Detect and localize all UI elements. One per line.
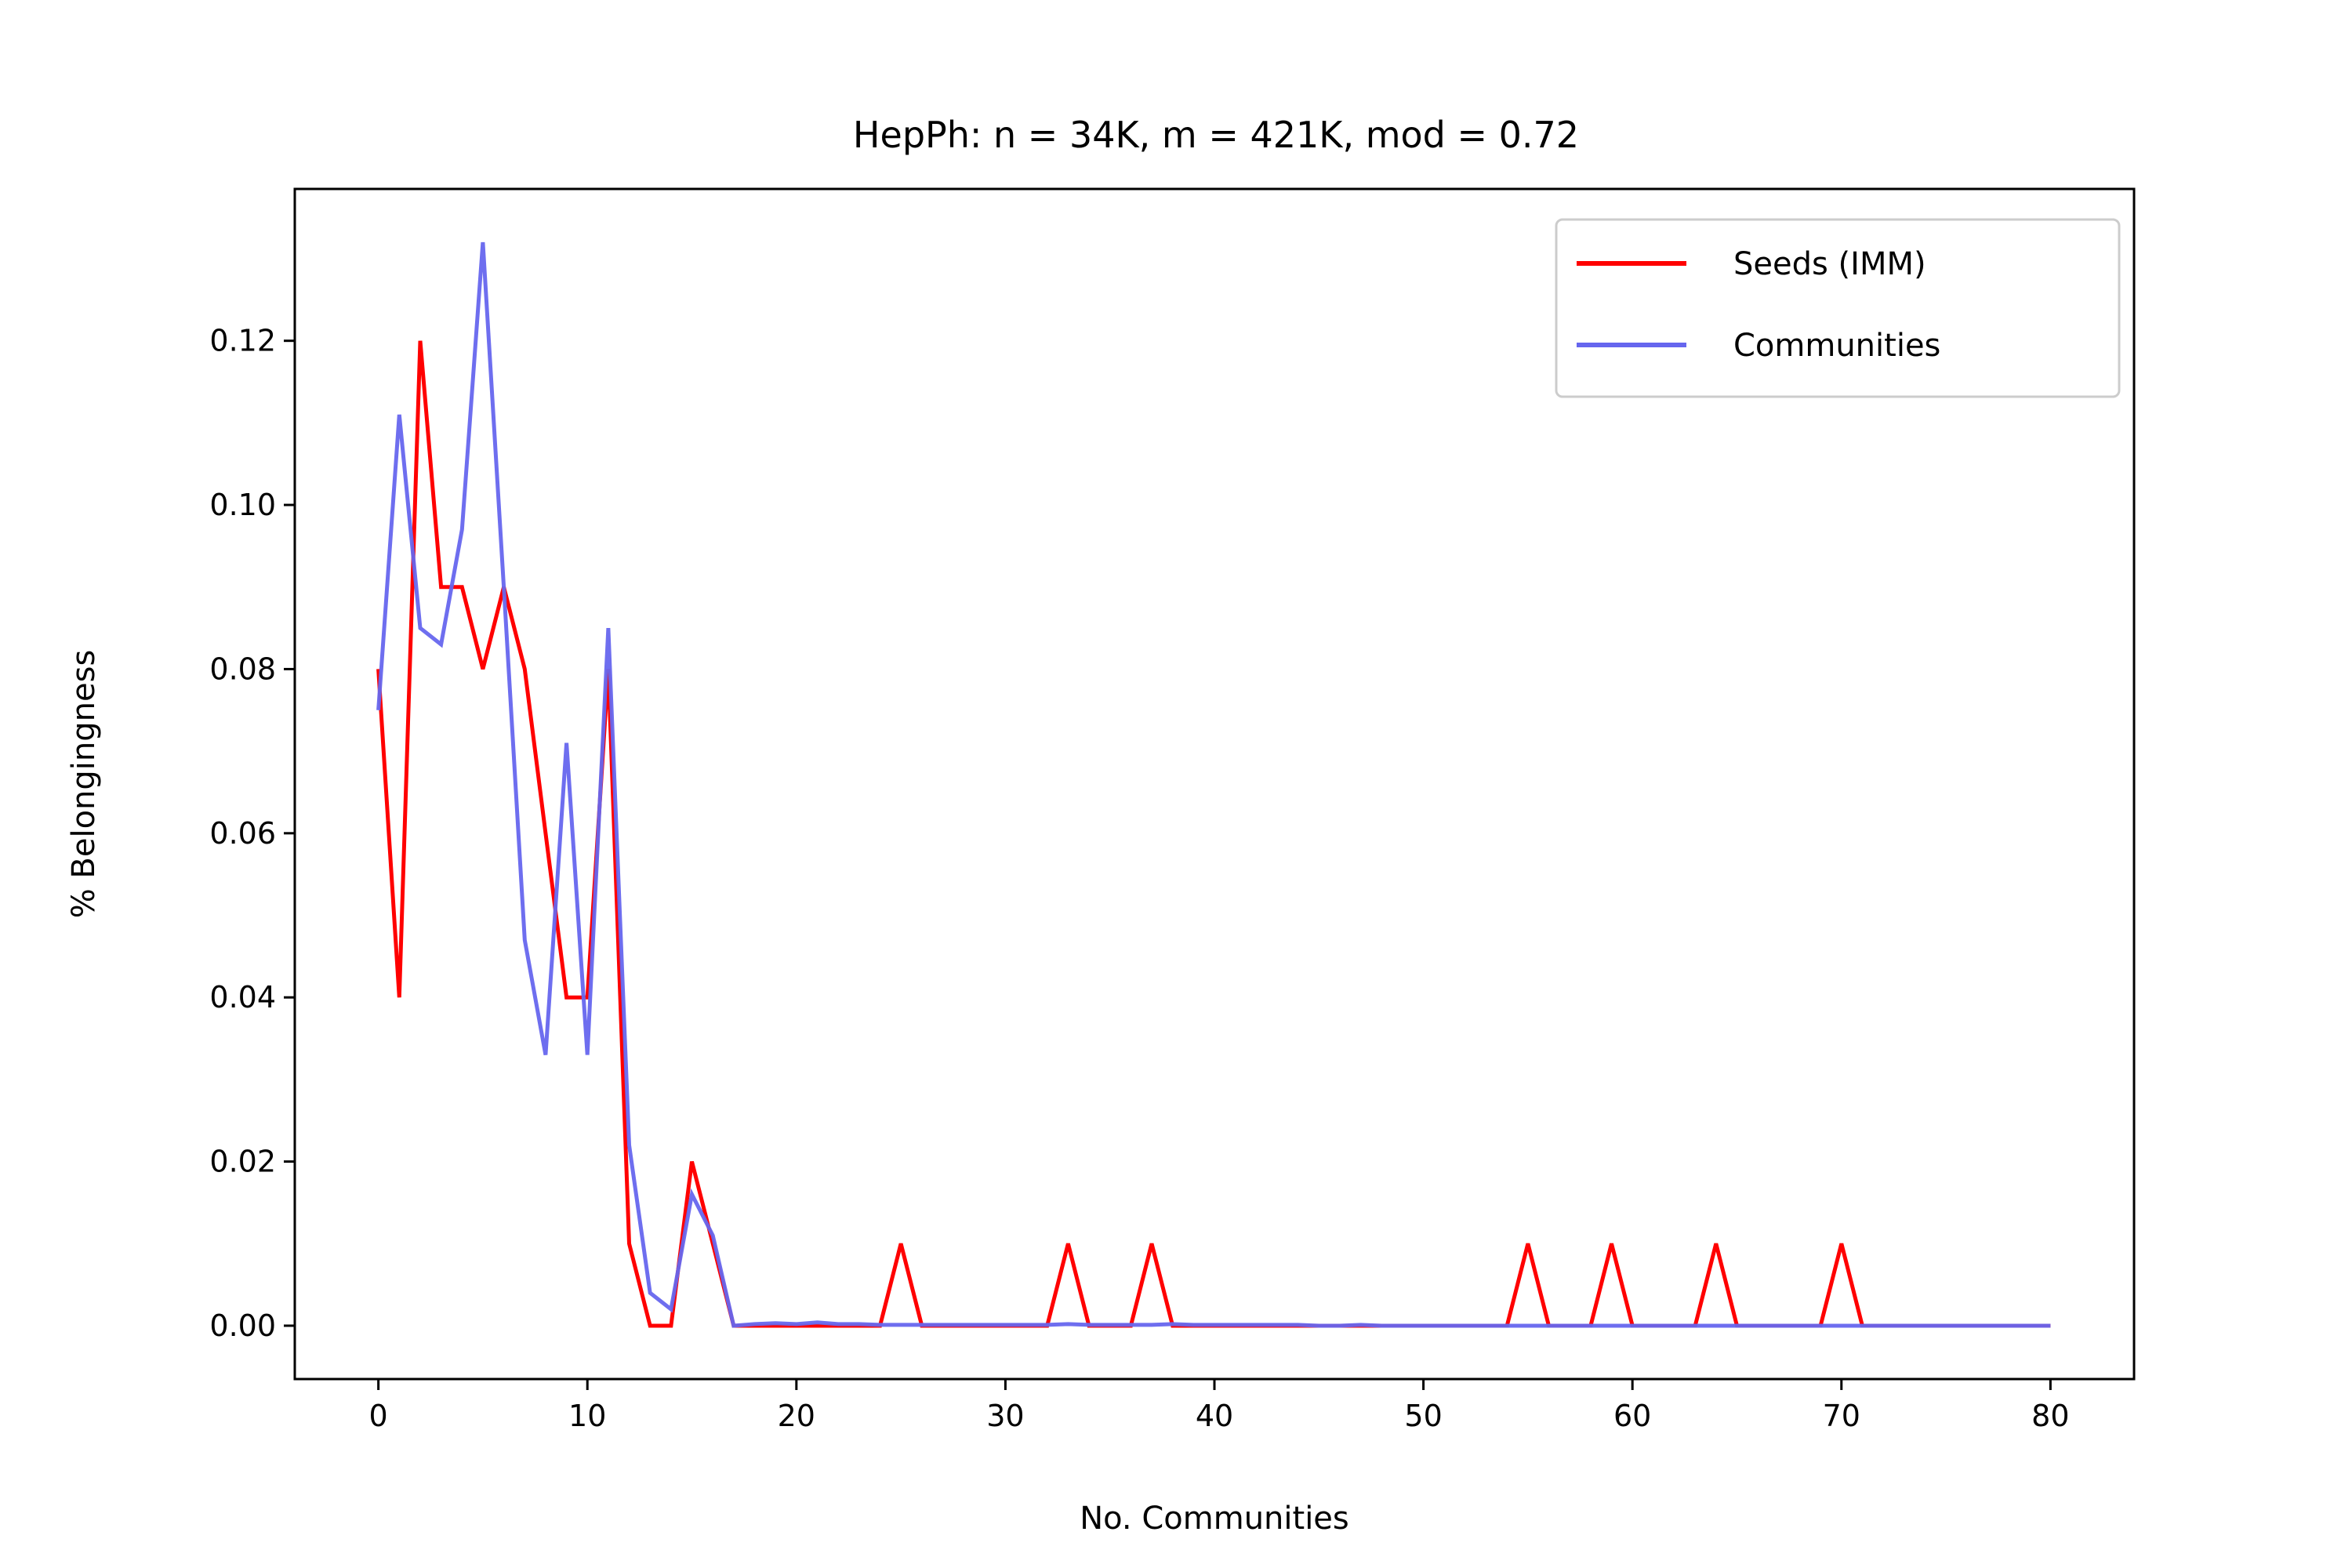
x-axis: 0 10 20 30 40 50 60 70 80 <box>369 1379 2070 1433</box>
y-axis: 0.00 0.02 0.04 0.06 0.08 0.10 0.12 <box>209 324 295 1343</box>
series-line-communities <box>376 241 2051 1328</box>
legend-entry-label: Communities <box>1733 328 1940 364</box>
x-tick-label: 20 <box>778 1399 815 1433</box>
x-tick-label: 80 <box>2031 1399 2069 1433</box>
legend-entry-label: Seeds (IMM) <box>1733 246 1926 282</box>
y-tick-label: 0.02 <box>209 1145 276 1179</box>
x-axis-label: No. Communities <box>1080 1501 1349 1537</box>
y-tick-label: 0.00 <box>209 1308 276 1343</box>
y-tick-label: 0.08 <box>209 652 276 686</box>
legend: Seeds (IMM) Communities <box>1555 218 2121 398</box>
series-layer <box>376 241 2051 1328</box>
x-tick-label: 30 <box>986 1399 1024 1433</box>
y-tick-label: 0.12 <box>209 324 276 358</box>
x-tick-label: 50 <box>1404 1399 1442 1433</box>
x-tick-label: 40 <box>1196 1399 1233 1433</box>
x-tick-label: 60 <box>1613 1399 1651 1433</box>
x-tick-label: 10 <box>568 1399 606 1433</box>
y-tick-label: 0.06 <box>209 816 276 851</box>
x-tick-label: 0 <box>369 1399 388 1433</box>
x-tick-label: 70 <box>1823 1399 1860 1433</box>
legend-box <box>1555 218 2121 398</box>
chart-title: HepPh: n = 34K, m = 421K, mod = 0.72 <box>853 114 1579 156</box>
y-axis-label: % Belongingness <box>66 650 102 919</box>
y-tick-label: 0.10 <box>209 488 276 522</box>
y-tick-label: 0.04 <box>209 980 276 1014</box>
